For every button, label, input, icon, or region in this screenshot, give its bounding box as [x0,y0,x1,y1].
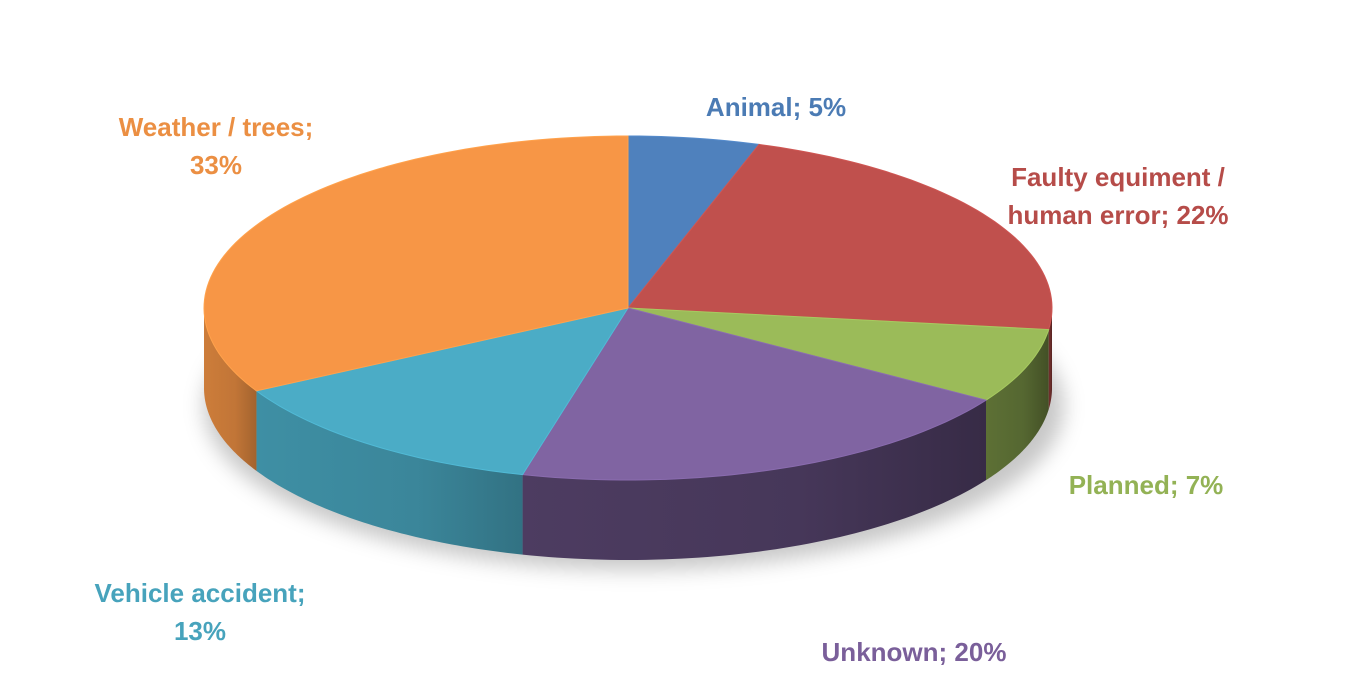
pie-slice-planned [627,307,1050,401]
pie-slice-weather-trees [203,135,629,392]
pie-slice-animal [627,135,760,310]
pie-side-unknown [522,400,986,560]
data-label-planned: Planned; 7% [1069,470,1224,500]
data-label-vehicle-accident: Vehicle accident; 13% [95,578,306,646]
data-label-faulty-equiment-human-error: Faulty equiment / human error; 22% [1007,162,1228,230]
pie-side-vehicle-accident [256,390,523,555]
data-label-unknown: Unknown; 20% [822,637,1007,667]
pie-side-planned [986,329,1049,481]
pie-slice-faulty-equiment-human-error [626,143,1053,331]
pie-side-faulty-equiment-human-error [1048,308,1052,410]
pie-slice-vehicle-accident [255,307,630,476]
data-label-weather-trees: Weather / trees; 33% [119,112,314,180]
data-label-animal: Animal; 5% [706,92,846,122]
pie-side-weather-trees [204,308,257,471]
pie-slice-unknown [521,307,988,481]
